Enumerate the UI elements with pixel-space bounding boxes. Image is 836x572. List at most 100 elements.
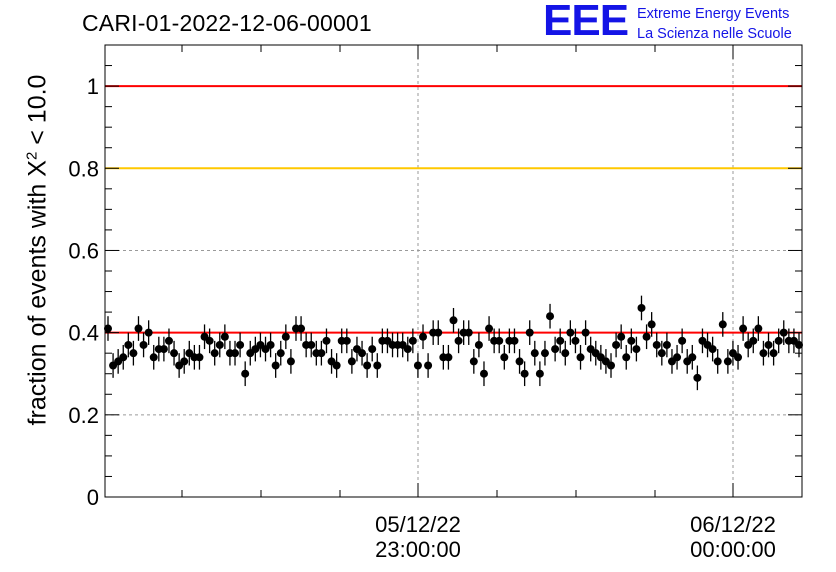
x-tick-label-date: 06/12/22 [690, 512, 776, 537]
data-point [347, 357, 356, 366]
data-point [571, 336, 580, 345]
data-point [449, 316, 458, 325]
chart-title: CARI-01-2022-12-06-00001 [82, 10, 372, 36]
data-point [530, 349, 539, 358]
data-point [540, 349, 549, 358]
data-point [149, 353, 158, 362]
data-point [495, 336, 504, 345]
data-point [749, 336, 758, 345]
data-point [220, 332, 229, 341]
data-point [297, 324, 306, 333]
y-tick-label: 0.6 [68, 238, 99, 263]
data-point [241, 369, 250, 378]
data-point [205, 336, 214, 345]
data-point [271, 361, 280, 370]
y-tick-label: 0.4 [68, 321, 99, 346]
data-point [774, 336, 783, 345]
data-point [104, 324, 112, 333]
data-point [170, 349, 179, 358]
data-point [180, 357, 189, 366]
data-point [779, 328, 788, 337]
data-point [231, 349, 240, 358]
data-point [754, 324, 763, 333]
data-point [210, 349, 219, 358]
data-point [612, 340, 621, 349]
y-tick-label: 0.8 [68, 156, 99, 181]
data-point [474, 340, 483, 349]
data-point [124, 340, 133, 349]
x-tick-label-time: 23:00:00 [375, 537, 461, 562]
data-point [795, 340, 803, 349]
data-point [708, 345, 717, 354]
data-point [652, 340, 661, 349]
logo-line-2: La Scienza nelle Scuole [637, 26, 792, 42]
data-point [525, 328, 534, 337]
data-point [479, 369, 488, 378]
data-point [713, 357, 722, 366]
data-point [485, 324, 494, 333]
data-point [607, 361, 616, 370]
data-point [342, 336, 351, 345]
data-point [215, 340, 224, 349]
data-point [317, 349, 326, 358]
data-point [622, 353, 631, 362]
data-point [164, 336, 173, 345]
y-axis-label-prefix: fraction of events with X [23, 160, 52, 426]
data-point [546, 312, 555, 321]
data-point [566, 328, 575, 337]
x-tick-label-time: 00:00:00 [690, 537, 776, 562]
data-point [718, 320, 727, 329]
y-axis-label-sup: 2 [23, 151, 41, 161]
data-point [159, 345, 168, 354]
data-point [464, 328, 473, 337]
eee-logo-mark: EEE [543, 0, 629, 45]
data-point [281, 332, 290, 341]
data-point [510, 336, 519, 345]
data-point [236, 340, 245, 349]
y-tick-label: 0 [87, 485, 99, 510]
data-point [286, 357, 295, 366]
data-point [332, 361, 341, 370]
data-point [403, 345, 412, 354]
data-point [581, 328, 590, 337]
data-point [642, 332, 651, 341]
data-point [408, 336, 417, 345]
data-point [647, 320, 656, 329]
data-point [637, 303, 646, 312]
data-point [662, 340, 671, 349]
y-tick-label: 0.2 [68, 403, 99, 428]
data-point [561, 349, 570, 358]
data-point [266, 340, 275, 349]
eee-logo: EEE Extreme Energy Events La Scienza nel… [543, 0, 833, 46]
data-point [363, 361, 372, 370]
data-point [358, 349, 367, 358]
data-point [693, 373, 702, 382]
data-point [734, 353, 743, 362]
grid-lines [105, 45, 802, 497]
data-point [632, 345, 641, 354]
data-point [119, 353, 128, 362]
data-point [129, 349, 138, 358]
data-point [307, 340, 316, 349]
data-point [673, 353, 682, 362]
data-point [454, 336, 463, 345]
data-point [520, 369, 529, 378]
plot-frame [104, 44, 803, 498]
data-point [500, 353, 509, 362]
data-point [515, 357, 524, 366]
data-point [723, 357, 732, 366]
data-point [739, 324, 748, 333]
axis-ticks [105, 45, 802, 498]
y-tick-label: 1 [87, 74, 99, 99]
x-tick-label-date: 05/12/22 [375, 512, 461, 537]
data-point [688, 353, 697, 362]
data-point [556, 336, 565, 345]
data-points [104, 295, 803, 391]
data-point [444, 353, 453, 362]
y-axis-label-suffix: < 10.0 [23, 74, 52, 152]
data-point [678, 336, 687, 345]
data-point [576, 353, 585, 362]
data-point [759, 349, 768, 358]
